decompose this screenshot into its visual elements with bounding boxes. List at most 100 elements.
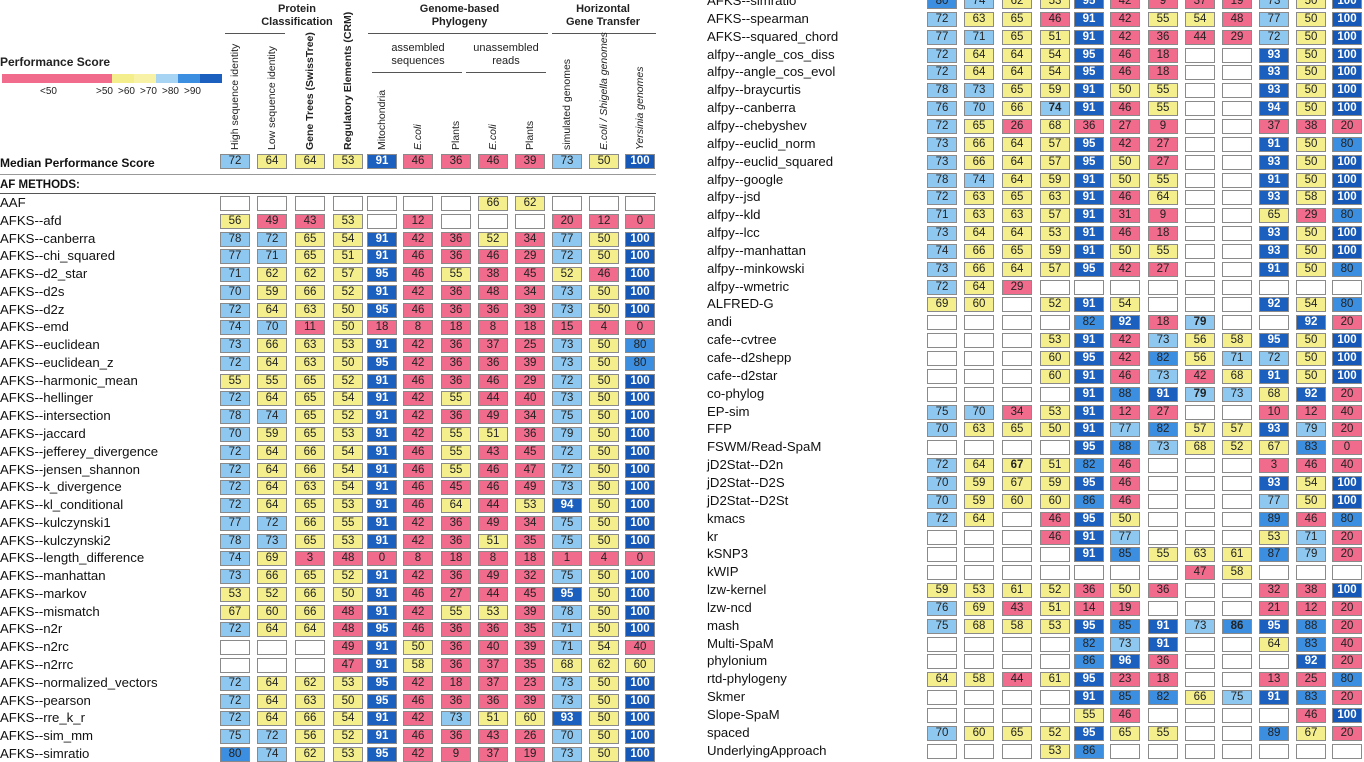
heatmap-cell: 70: [927, 422, 957, 437]
heatmap-cell: 100: [625, 569, 655, 584]
column-header: Regulatory Elements (CRM): [342, 11, 354, 150]
subgroup-assembled: assembled sequences: [391, 42, 445, 67]
heatmap-cell: 62: [515, 196, 545, 211]
heatmap-cell: 42: [403, 409, 433, 424]
heatmap-cell: 65: [295, 569, 325, 584]
heatmap-cell: 50: [589, 249, 619, 264]
heatmap-cell: 36: [441, 729, 471, 744]
heatmap-cell: 53: [1040, 333, 1070, 348]
heatmap-cell: 100: [1332, 244, 1362, 259]
heatmap-cell: 77: [1110, 422, 1140, 437]
heatmap-cell: [1185, 654, 1215, 669]
heatmap-cell: [1002, 744, 1032, 759]
heatmap-cell: 68: [552, 658, 582, 673]
heatmap-cell: 36: [1148, 583, 1178, 598]
column-header: E.coli: [412, 124, 424, 150]
column-header: Gene Trees (SwissTree): [304, 32, 316, 150]
heatmap-cell: 61: [1040, 672, 1070, 687]
heatmap-cell: 26: [1002, 119, 1032, 134]
heatmap-cell: 66: [964, 244, 994, 259]
heatmap-cell: 91: [367, 154, 397, 169]
heatmap-cell: 91: [367, 729, 397, 744]
heatmap-cell: 82: [1148, 351, 1178, 366]
heatmap-cell: 91: [1148, 619, 1178, 634]
column-header: Yersinia genomes: [634, 66, 646, 150]
row-label: AFKS--emd: [0, 319, 69, 334]
heatmap-cell: 0: [625, 320, 655, 335]
heatmap-cell: [1002, 333, 1032, 348]
heatmap-cell: 50: [1296, 0, 1326, 9]
heatmap-cell: 59: [1040, 83, 1070, 98]
heatmap-cell: 100: [1332, 101, 1362, 116]
heatmap-cell: 46: [478, 480, 508, 495]
heatmap-cell: 66: [964, 155, 994, 170]
heatmap-cell: 59: [964, 494, 994, 509]
heatmap-cell: 54: [333, 391, 363, 406]
heatmap-cell: 72: [220, 676, 250, 691]
heatmap-cell: 42: [1110, 351, 1140, 366]
heatmap-cell: 72: [220, 622, 250, 637]
row-label: alfpy--chebyshev: [707, 118, 807, 133]
heatmap-cell: 82: [1074, 315, 1104, 330]
heatmap-cell: 39: [515, 640, 545, 655]
heatmap-cell: 66: [295, 711, 325, 726]
heatmap-cell: 63: [295, 338, 325, 353]
heatmap-cell: 55: [441, 445, 471, 460]
heatmap-cell: 36: [441, 374, 471, 389]
heatmap-cell: [1040, 654, 1070, 669]
heatmap-cell: [1222, 744, 1252, 759]
heatmap-cell: [478, 214, 508, 229]
heatmap-cell: 53: [515, 498, 545, 513]
heatmap-cell: 77: [1110, 530, 1140, 545]
heatmap-cell: [927, 333, 957, 348]
heatmap-cell: 91: [367, 640, 397, 655]
heatmap-cell: 59: [257, 427, 287, 442]
heatmap-cell: [964, 547, 994, 562]
heatmap-cell: 93: [1259, 190, 1289, 205]
heatmap-cell: 64: [257, 391, 287, 406]
heatmap-cell: 88: [1296, 619, 1326, 634]
heatmap-cell: 20: [1332, 119, 1362, 134]
heatmap-cell: 0: [625, 214, 655, 229]
heatmap-cell: 32: [515, 569, 545, 584]
heatmap-cell: 46: [478, 463, 508, 478]
heatmap-cell: 91: [1074, 333, 1104, 348]
heatmap-cell: 70: [220, 285, 250, 300]
heatmap-cell: [1148, 530, 1178, 545]
heatmap-cell: 78: [220, 232, 250, 247]
heatmap-cell: 73: [552, 676, 582, 691]
heatmap-cell: [1259, 654, 1289, 669]
heatmap-cell: 50: [333, 303, 363, 318]
legend-label: >90: [184, 86, 201, 97]
heatmap-cell: 65: [295, 427, 325, 442]
heatmap-cell: [257, 658, 287, 673]
heatmap-cell: 36: [478, 303, 508, 318]
heatmap-cell: 71: [927, 208, 957, 223]
heatmap-cell: [1002, 315, 1032, 330]
heatmap-cell: 95: [367, 267, 397, 282]
heatmap-cell: 93: [1259, 65, 1289, 80]
heatmap-cell: 19: [1222, 0, 1252, 9]
subgroup-underline-unassembled: [466, 72, 546, 73]
heatmap-cell: 63: [295, 303, 325, 318]
heatmap-cell: 79: [1185, 387, 1215, 402]
heatmap-cell: [1185, 226, 1215, 241]
row-label: rtd-phylogeny: [707, 671, 787, 686]
heatmap-cell: 19: [1110, 601, 1140, 616]
heatmap-cell: 50: [1296, 351, 1326, 366]
heatmap-cell: 55: [1148, 101, 1178, 116]
heatmap-cell: 54: [1040, 48, 1070, 63]
heatmap-cell: 42: [403, 232, 433, 247]
heatmap-cell: 67: [1259, 440, 1289, 455]
heatmap-cell: 49: [515, 480, 545, 495]
heatmap-cell: 49: [478, 516, 508, 531]
heatmap-cell: 60: [515, 711, 545, 726]
heatmap-cell: [515, 214, 545, 229]
heatmap-cell: 73: [927, 137, 957, 152]
heatmap-cell: 93: [1259, 83, 1289, 98]
heatmap-cell: 91: [1074, 226, 1104, 241]
heatmap-cell: 52: [257, 587, 287, 602]
heatmap-cell: 54: [1296, 297, 1326, 312]
heatmap-cell: 50: [1296, 369, 1326, 384]
